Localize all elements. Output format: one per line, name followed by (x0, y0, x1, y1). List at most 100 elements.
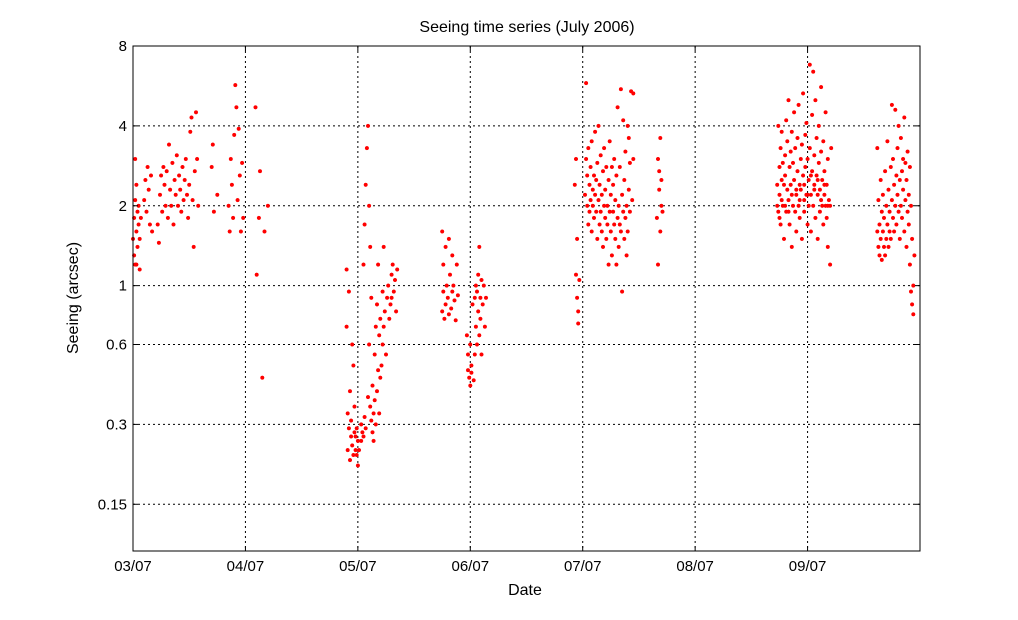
data-point (178, 187, 183, 192)
data-point (192, 169, 197, 174)
data-point (605, 203, 610, 208)
data-point (465, 352, 471, 357)
data-point (169, 203, 174, 208)
data-point (805, 156, 810, 162)
data-point (381, 324, 386, 329)
data-point (907, 164, 912, 170)
data-point (789, 129, 794, 134)
data-point (622, 236, 627, 241)
data-point (260, 375, 265, 380)
data-point (171, 222, 176, 227)
data-point (897, 177, 902, 183)
data-point (877, 253, 882, 258)
data-point (159, 173, 164, 178)
data-point (373, 422, 378, 427)
y-tick-label: 0.6 (106, 337, 127, 354)
data-point (797, 198, 802, 203)
data-point (615, 215, 620, 220)
data-point (624, 253, 629, 258)
data-point (609, 164, 614, 170)
data-point (892, 182, 897, 187)
data-point (483, 295, 489, 300)
data-point (630, 198, 635, 203)
data-point (805, 192, 810, 197)
data-point (386, 283, 391, 288)
data-point (136, 222, 141, 227)
data-point (359, 422, 364, 427)
data-point (148, 173, 154, 178)
data-point (350, 342, 355, 347)
data-point (262, 229, 267, 234)
data-point (452, 298, 457, 303)
data-point (440, 229, 445, 234)
data-point (468, 342, 473, 347)
data-point (627, 160, 632, 165)
data-point (446, 312, 451, 317)
data-point (603, 215, 608, 220)
data-point (240, 160, 245, 165)
data-point (785, 139, 790, 144)
data-point (816, 160, 821, 165)
data-point (658, 229, 663, 234)
data-point (788, 149, 793, 154)
data-point (616, 244, 621, 249)
data-point (605, 222, 610, 227)
data-point (620, 192, 625, 197)
data-point (373, 324, 378, 329)
data-point (803, 164, 808, 170)
data-point (138, 215, 143, 220)
data-point (626, 135, 631, 141)
data-point (585, 203, 590, 208)
data-point (657, 169, 662, 174)
data-point (895, 192, 900, 197)
data-point (576, 321, 581, 326)
data-point (353, 448, 358, 453)
data-point (599, 229, 604, 234)
data-point (143, 177, 148, 183)
data-point (792, 177, 797, 183)
data-point (241, 215, 246, 220)
data-point (349, 434, 354, 439)
data-point (237, 173, 242, 178)
data-point (147, 222, 152, 227)
data-point (473, 324, 478, 329)
data-point (903, 198, 908, 203)
data-point (885, 139, 890, 144)
data-point (144, 209, 149, 214)
data-point (392, 277, 398, 283)
data-point (794, 192, 799, 197)
data-point (464, 333, 469, 338)
data-point (595, 236, 600, 241)
data-point (622, 177, 627, 183)
data-point (603, 187, 608, 192)
data-point (883, 253, 888, 258)
data-point (892, 229, 897, 234)
data-point (819, 198, 824, 203)
data-point (476, 272, 481, 277)
data-point (825, 156, 830, 162)
y-tick-label: 0.3 (106, 416, 127, 433)
data-point (626, 187, 631, 192)
x-tick-label: 04/07 (227, 558, 265, 575)
data-point (344, 324, 349, 329)
data-point (134, 182, 139, 187)
data-point (822, 192, 827, 197)
data-point (137, 236, 142, 241)
data-point (829, 146, 834, 151)
data-point (812, 187, 817, 192)
data-point (163, 203, 168, 208)
y-axis-label: Seeing (arcsec) (65, 242, 82, 354)
data-point (388, 302, 393, 307)
data-point (587, 209, 592, 214)
data-point (210, 142, 215, 147)
data-point (347, 389, 353, 394)
data-point (822, 182, 827, 187)
data-point (229, 182, 234, 187)
data-point (879, 257, 884, 262)
data-point (799, 236, 804, 241)
data-point (621, 118, 626, 123)
data-point (596, 123, 601, 128)
data-point (378, 316, 383, 321)
data-point (598, 209, 603, 214)
data-point (910, 302, 915, 307)
